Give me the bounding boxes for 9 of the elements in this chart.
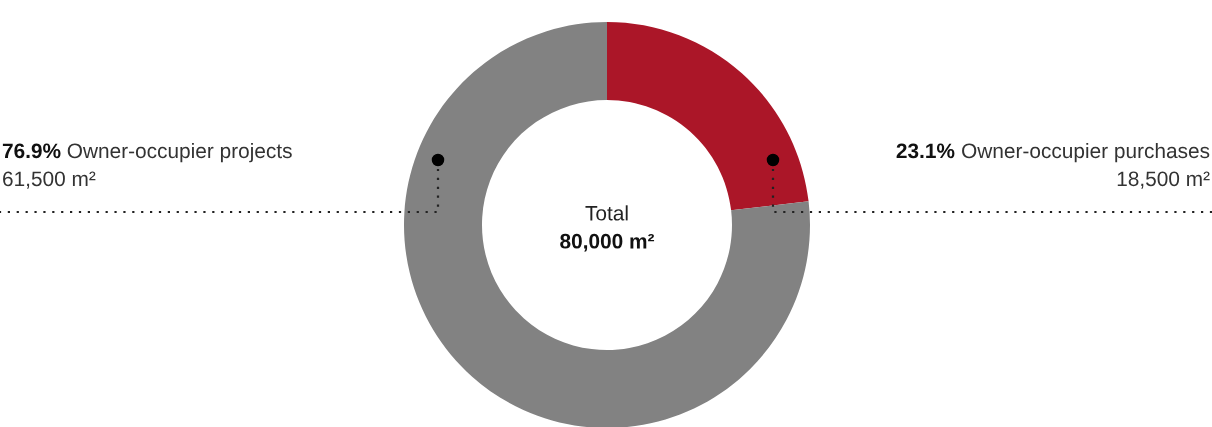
text: 76.9% [2, 143, 61, 159]
data-label: 61,500 m² [3, 171, 96, 189]
slice-label: Owner-occupier projects [67, 142, 292, 163]
text: 80,000 m² [560, 233, 655, 252]
text: 23.1% [896, 143, 955, 159]
donut-slice [404, 22, 810, 427]
slice-label: Owner-occupier purchases [962, 142, 1210, 163]
text: Total [585, 205, 628, 221]
data-label: 18,500 m² [1117, 171, 1210, 189]
